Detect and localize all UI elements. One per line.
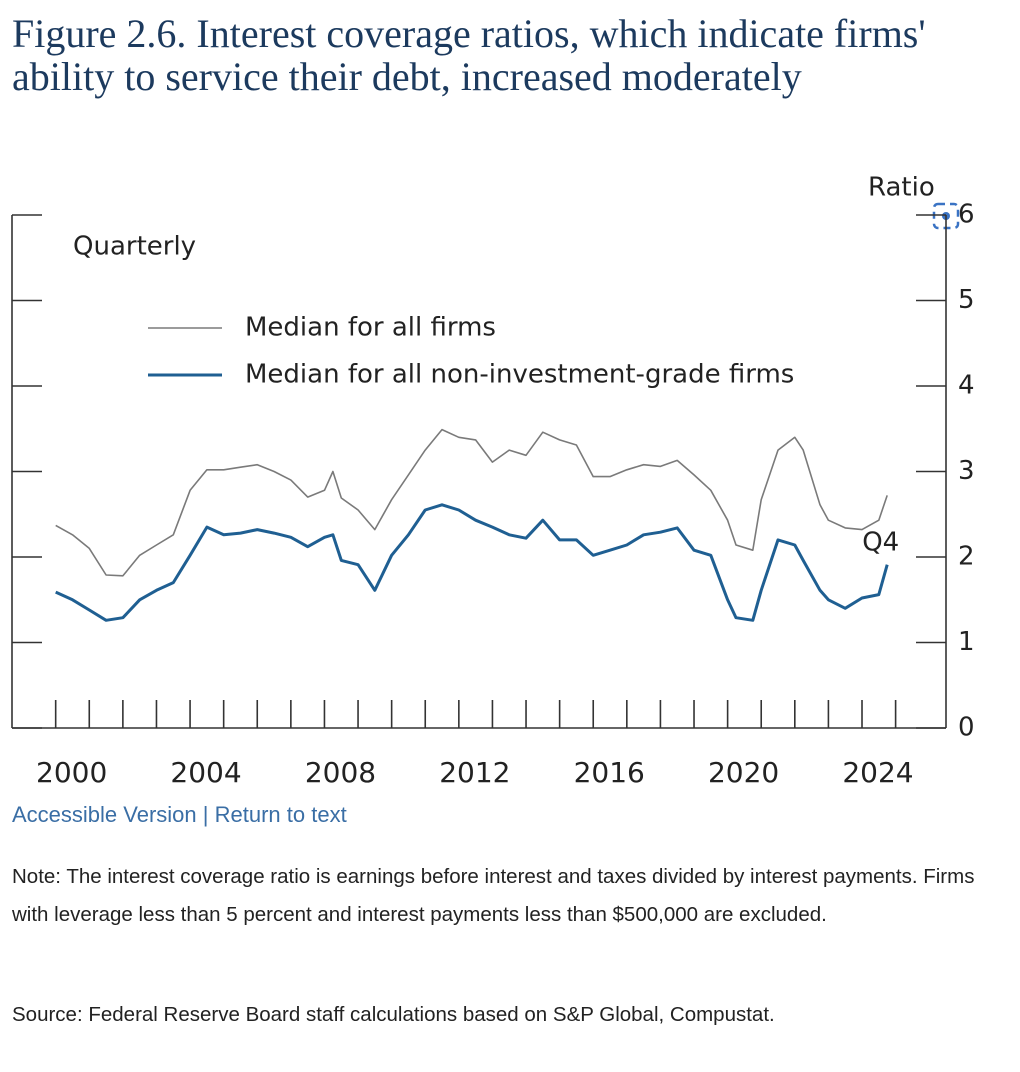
y-tick-label: 5: [958, 285, 975, 315]
annotation: Q4: [862, 528, 899, 558]
x-tick-label: 2020: [708, 756, 779, 789]
x-tick-label: 2008: [305, 756, 376, 789]
y-tick-label: 1: [958, 627, 975, 657]
source: Source: Federal Reserve Board staff calc…: [12, 1003, 775, 1026]
y-tick-label: 6: [958, 200, 975, 230]
x-tick-label: 2016: [574, 756, 645, 789]
y-axis-label: Ratio: [868, 173, 935, 203]
chart-title: Figure 2.6. Interest coverage ratios, wh…: [12, 11, 926, 99]
line-series: [55, 503, 889, 622]
x-tick-label: 2024: [842, 756, 913, 789]
legend-label: Median for all firms: [245, 313, 496, 343]
legend-label: Median for all non-investment-grade firm…: [245, 360, 794, 390]
y-tick-label: 2: [958, 542, 975, 572]
chart: Quarterly Ratio 0 1 2 3 4 5 6 2000 2004 2008 2012 2…: [11, 173, 975, 789]
y-tick-label: 0: [958, 713, 975, 743]
line-series: [55, 428, 888, 577]
accessible-link[interactable]: Accessible Version: [12, 802, 197, 827]
return-link[interactable]: Return to text: [214, 802, 347, 827]
y-tick-label: 3: [958, 456, 975, 486]
y-tick-label: 4: [958, 371, 975, 401]
note: Note: The interest coverage ratio is ear…: [12, 865, 975, 926]
x-tick-label: 2012: [439, 756, 510, 789]
subtitle: Quarterly: [73, 232, 196, 262]
links: Accessible Version | Return to text: [12, 802, 347, 828]
x-tick-label: 2004: [170, 756, 241, 789]
x-tick-label: 2000: [36, 756, 107, 789]
separator: |: [202, 802, 209, 827]
